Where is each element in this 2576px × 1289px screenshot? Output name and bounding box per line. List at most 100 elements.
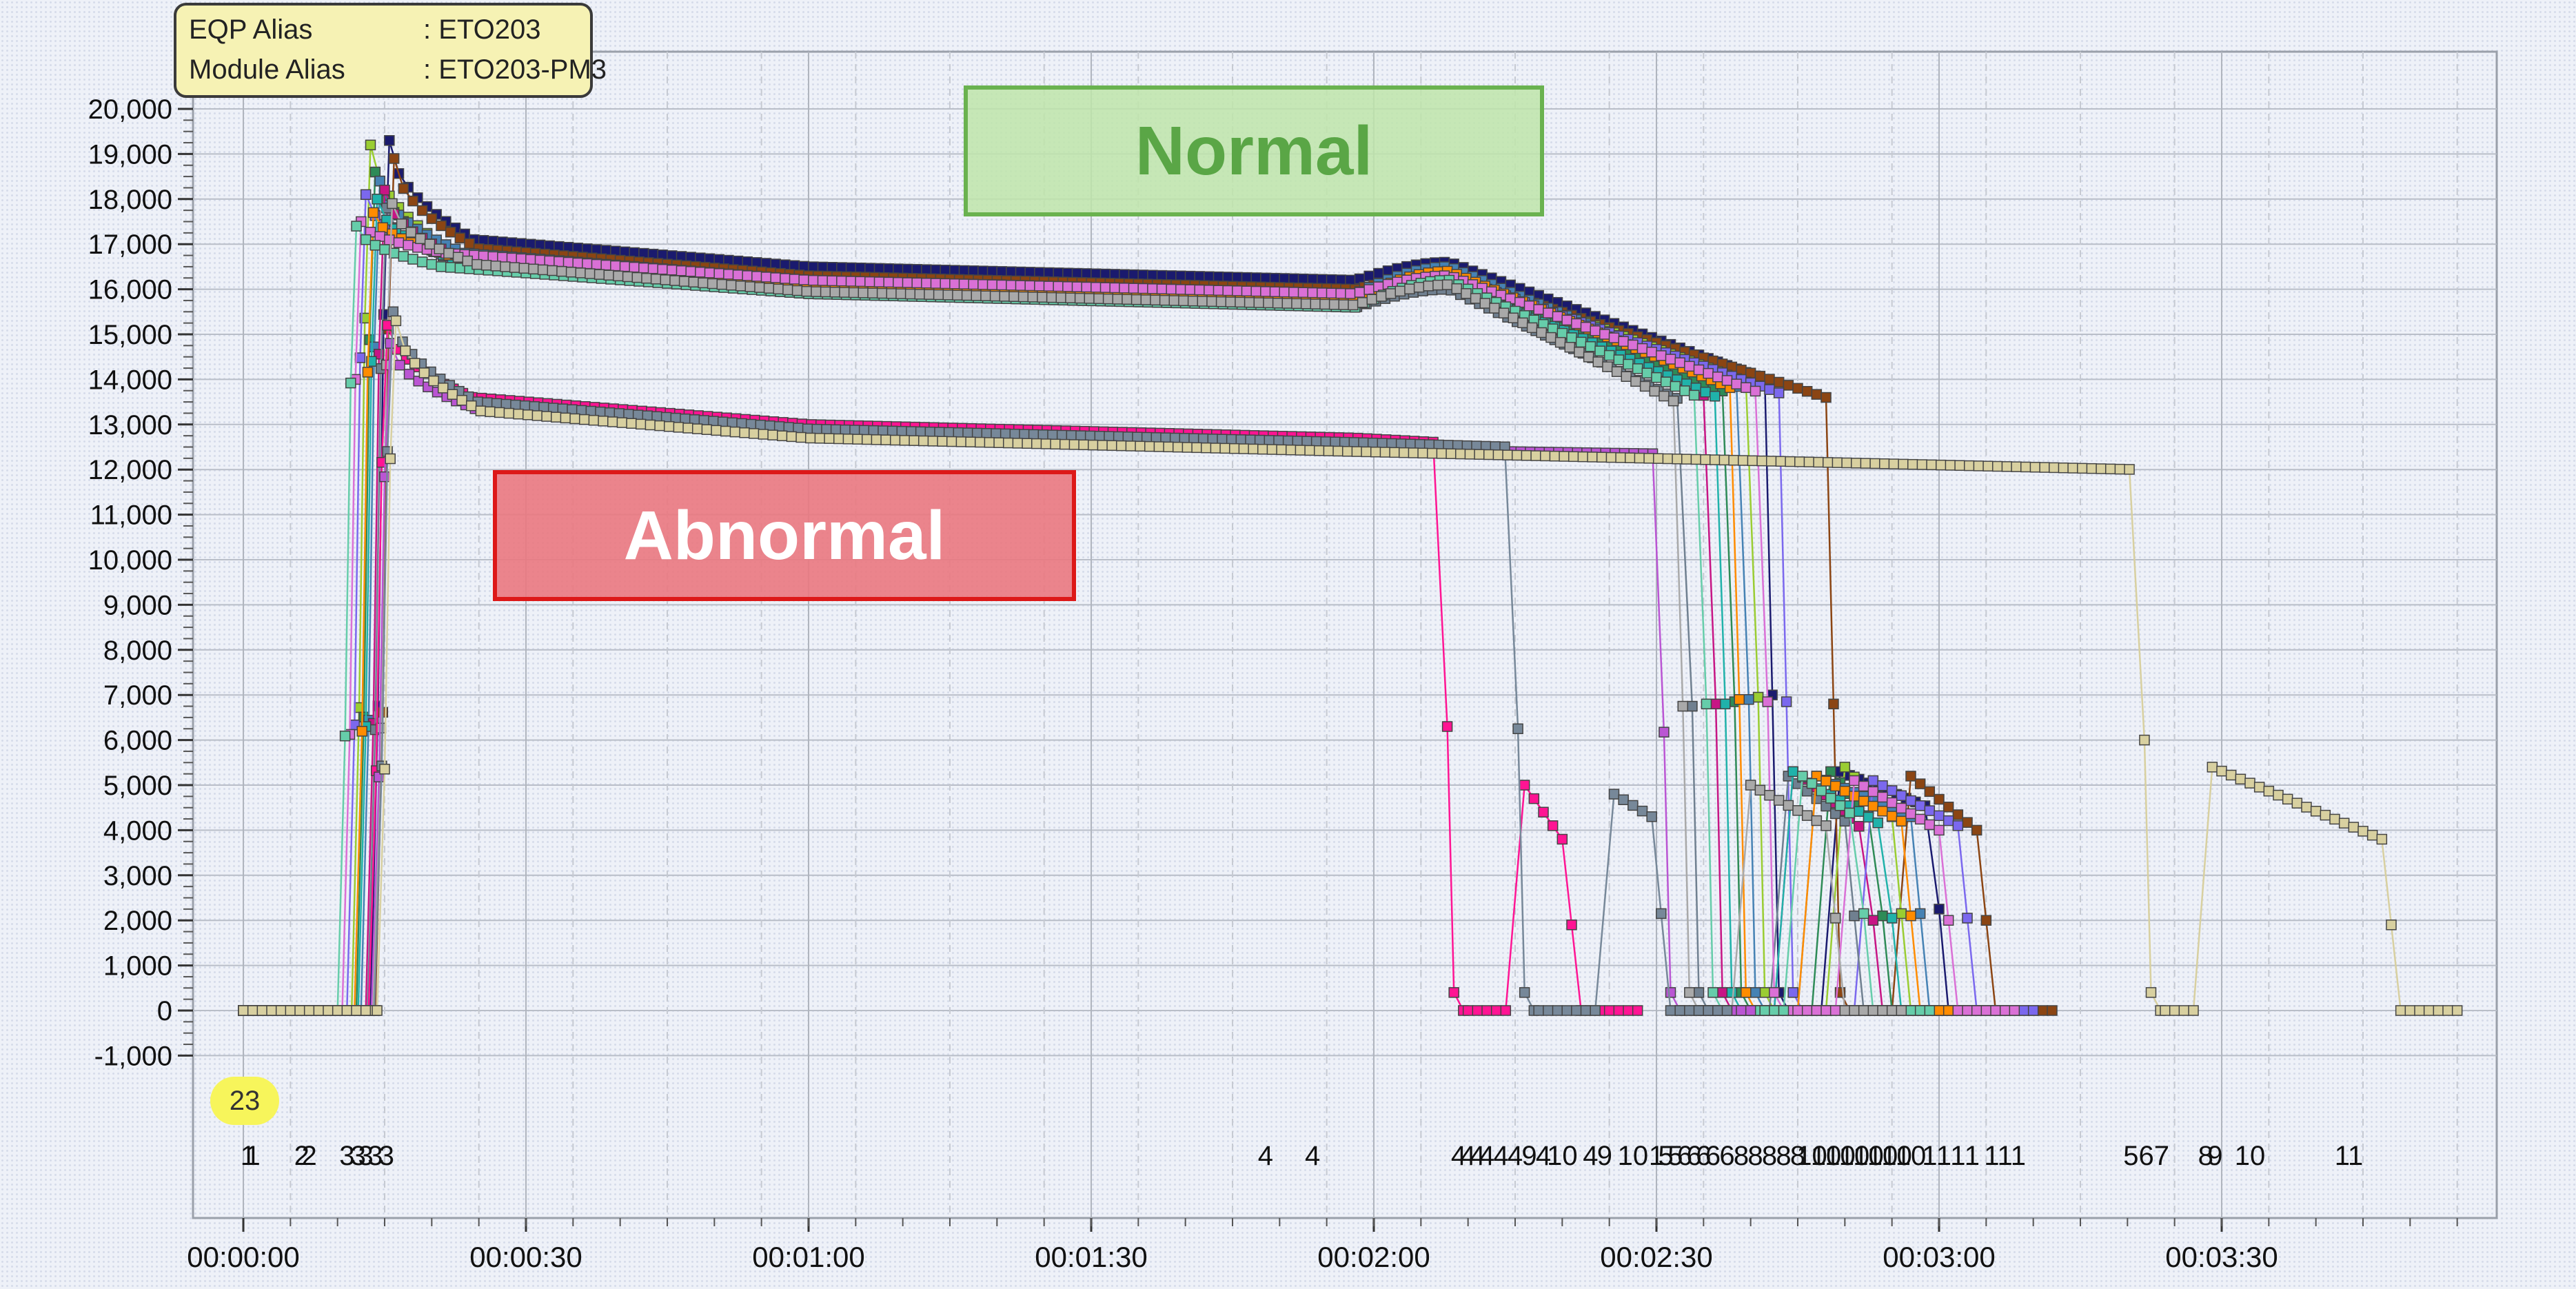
data-point	[801, 285, 813, 297]
data-point	[789, 274, 800, 285]
data-point	[572, 257, 583, 269]
data-point	[1850, 458, 1862, 469]
data-point	[1081, 268, 1092, 279]
data-point	[1091, 268, 1102, 279]
data-point	[1326, 274, 1337, 285]
data-point	[1821, 392, 1832, 403]
data-point	[1519, 987, 1530, 998]
data-point	[638, 262, 649, 274]
data-point	[1990, 1005, 2001, 1016]
data-point	[1592, 356, 1604, 367]
count-badge[interactable]: 23	[210, 1077, 279, 1125]
data-point	[1737, 455, 1749, 466]
data-point	[1483, 449, 1494, 460]
data-point	[1328, 298, 1340, 310]
data-point	[518, 263, 530, 274]
data-point	[880, 434, 891, 445]
data-point	[1618, 336, 1629, 347]
data-point	[1792, 383, 1803, 394]
data-point	[1091, 282, 1102, 293]
data-point	[1736, 1005, 1747, 1016]
data-point	[1656, 908, 1667, 920]
data-point	[1147, 270, 1158, 281]
data-point	[1886, 1005, 1898, 1016]
data-point	[1672, 454, 1683, 465]
data-point	[1065, 292, 1076, 304]
data-point	[1556, 327, 1568, 339]
x-tick-label: 00:02:00	[1317, 1241, 1430, 1273]
data-point	[1260, 272, 1271, 284]
data-point	[1787, 987, 1798, 998]
data-point	[1545, 332, 1556, 343]
data-point	[1307, 287, 1318, 298]
data-point	[933, 289, 944, 301]
data-point	[379, 471, 390, 483]
data-point	[1084, 293, 1095, 304]
data-point	[1552, 311, 1563, 322]
data-point	[1317, 287, 1328, 298]
data-point	[1241, 285, 1252, 296]
data-point	[924, 426, 936, 438]
data-point	[767, 429, 778, 440]
data-point	[372, 194, 383, 205]
data-point	[1441, 721, 1453, 732]
data-point	[830, 424, 842, 436]
data-point	[1222, 272, 1233, 283]
data-point	[403, 239, 414, 251]
data-point	[955, 436, 967, 447]
data-point	[1163, 441, 1174, 453]
data-point	[1745, 780, 1756, 791]
data-point	[613, 270, 624, 282]
data-point	[1184, 270, 1196, 282]
data-point	[369, 240, 381, 251]
data-point	[341, 1005, 353, 1016]
data-point	[1358, 437, 1369, 449]
data-point	[2096, 463, 2107, 474]
data-point	[1078, 439, 1089, 451]
data-point	[2301, 802, 2312, 813]
data-point	[2329, 813, 2340, 825]
data-point	[1849, 1005, 1860, 1016]
data-point	[1260, 286, 1271, 297]
data-point	[1839, 1005, 1851, 1016]
data-point	[1886, 811, 1898, 822]
data-point	[1888, 458, 1900, 469]
data-point	[1547, 820, 1559, 831]
data-point	[911, 277, 922, 289]
event-label: 8	[1762, 1141, 1777, 1171]
data-point	[1046, 292, 1057, 303]
data-point	[1828, 698, 1839, 710]
data-point	[582, 258, 593, 270]
data-point	[2273, 789, 2284, 801]
data-point	[1627, 339, 1639, 351]
data-point	[1783, 800, 1794, 811]
data-point	[1248, 443, 1259, 455]
data-point	[1613, 354, 1625, 365]
data-point	[1659, 390, 1670, 402]
data-point	[1670, 380, 1681, 392]
data-point	[1627, 800, 1639, 811]
data-point	[707, 278, 718, 290]
data-point	[958, 265, 970, 276]
data-point	[1863, 811, 1874, 823]
data-point	[1709, 454, 1721, 465]
data-point	[447, 389, 458, 400]
data-point	[426, 258, 438, 270]
data-point	[374, 231, 385, 242]
data-point	[362, 367, 374, 378]
data-point	[393, 237, 405, 248]
event-label: 9	[1597, 1141, 1612, 1171]
data-point	[413, 376, 424, 387]
data-point	[407, 254, 418, 265]
data-point	[1762, 696, 1774, 707]
data-point	[1178, 295, 1189, 307]
event-label: 1	[1965, 1141, 1980, 1171]
data-point	[1102, 293, 1114, 305]
data-point	[1188, 433, 1199, 444]
data-point	[871, 434, 882, 445]
data-point	[1490, 1005, 1502, 1016]
data-point	[1886, 913, 1898, 924]
data-point	[1043, 267, 1055, 278]
event-label: 9	[2207, 1141, 2222, 1171]
data-point	[1172, 441, 1184, 453]
